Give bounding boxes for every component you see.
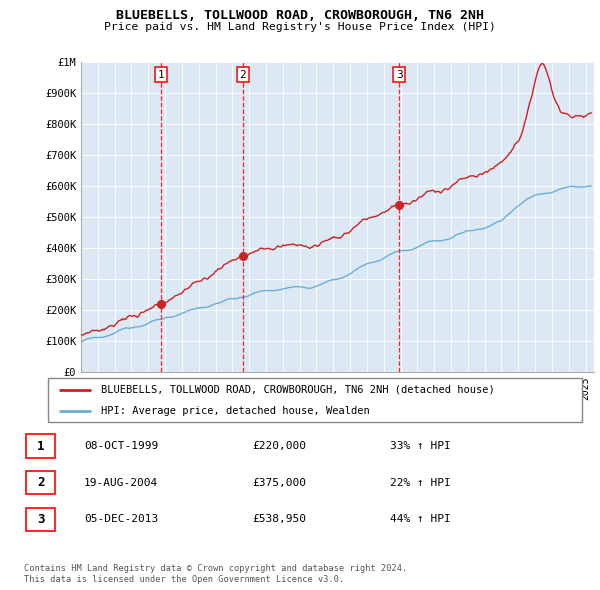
Text: 33% ↑ HPI: 33% ↑ HPI [390,441,451,451]
Text: 05-DEC-2013: 05-DEC-2013 [84,514,158,524]
Text: This data is licensed under the Open Government Licence v3.0.: This data is licensed under the Open Gov… [24,575,344,584]
Text: 08-OCT-1999: 08-OCT-1999 [84,441,158,451]
Text: 44% ↑ HPI: 44% ↑ HPI [390,514,451,524]
Text: BLUEBELLS, TOLLWOOD ROAD, CROWBOROUGH, TN6 2NH (detached house): BLUEBELLS, TOLLWOOD ROAD, CROWBOROUGH, T… [101,385,495,395]
Text: 1: 1 [37,440,44,453]
Text: 19-AUG-2004: 19-AUG-2004 [84,478,158,487]
Text: 22% ↑ HPI: 22% ↑ HPI [390,478,451,487]
Text: 1: 1 [158,70,164,80]
Text: Price paid vs. HM Land Registry's House Price Index (HPI): Price paid vs. HM Land Registry's House … [104,22,496,32]
Text: £375,000: £375,000 [252,478,306,487]
Text: 3: 3 [37,513,44,526]
Text: 2: 2 [37,476,44,489]
Text: Contains HM Land Registry data © Crown copyright and database right 2024.: Contains HM Land Registry data © Crown c… [24,565,407,573]
Text: £538,950: £538,950 [252,514,306,524]
Text: BLUEBELLS, TOLLWOOD ROAD, CROWBOROUGH, TN6 2NH: BLUEBELLS, TOLLWOOD ROAD, CROWBOROUGH, T… [116,9,484,22]
Text: 3: 3 [396,70,403,80]
Text: 2: 2 [239,70,247,80]
Text: HPI: Average price, detached house, Wealden: HPI: Average price, detached house, Weal… [101,406,370,416]
Text: £220,000: £220,000 [252,441,306,451]
